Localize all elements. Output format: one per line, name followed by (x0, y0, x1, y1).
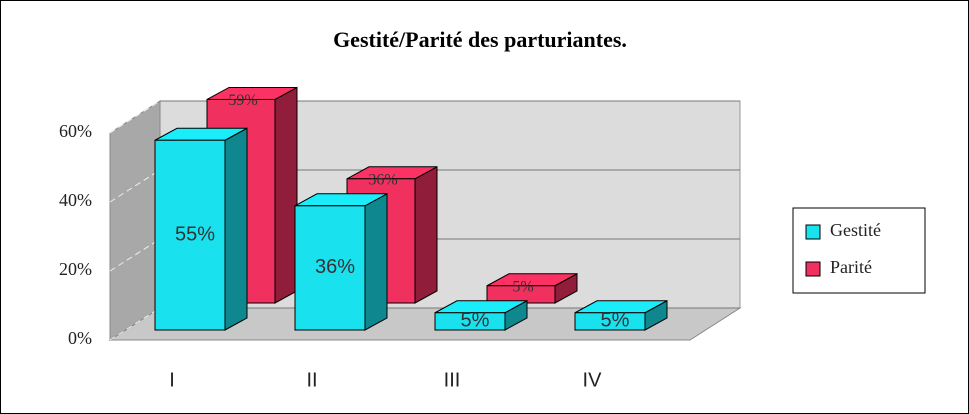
legend-label: Gestité (830, 220, 881, 240)
plot-area (108, 86, 742, 341)
data-label: 5% (461, 310, 490, 332)
left-wall (109, 100, 161, 341)
data-label: 55% (175, 223, 215, 245)
bar (154, 127, 248, 331)
legend-swatch (805, 224, 821, 240)
bar-front (574, 312, 646, 331)
x-tick-label: IV (583, 369, 603, 391)
bar-front (294, 205, 366, 331)
y-tick-label: 20% (59, 259, 92, 279)
legend-swatch (805, 261, 821, 277)
data-label: 59% (228, 92, 257, 109)
y-tick-label: 40% (59, 190, 92, 210)
bar-side (414, 165, 438, 304)
data-label: 36% (368, 171, 397, 188)
data-label: 5% (512, 278, 533, 295)
legend-label: Parité (830, 257, 872, 277)
x-tick-label: I (169, 369, 175, 391)
bar-side (224, 127, 248, 331)
bar (434, 299, 528, 331)
bar-side (364, 192, 388, 331)
x-tick-label: III (444, 369, 461, 391)
bar-front (434, 312, 506, 331)
data-label: 5% (601, 310, 630, 332)
bar (486, 272, 578, 304)
bar (294, 192, 388, 331)
bar-side (274, 86, 298, 304)
bar-front (154, 139, 226, 331)
data-label: 36% (315, 256, 355, 278)
legend (792, 207, 926, 294)
chart-title: Gestité/Parité des parturiantes. (333, 27, 627, 52)
y-tick-label: 0% (68, 328, 92, 348)
y-tick-label: 60% (59, 121, 92, 141)
x-tick-label: II (306, 369, 317, 391)
bar (574, 299, 668, 331)
